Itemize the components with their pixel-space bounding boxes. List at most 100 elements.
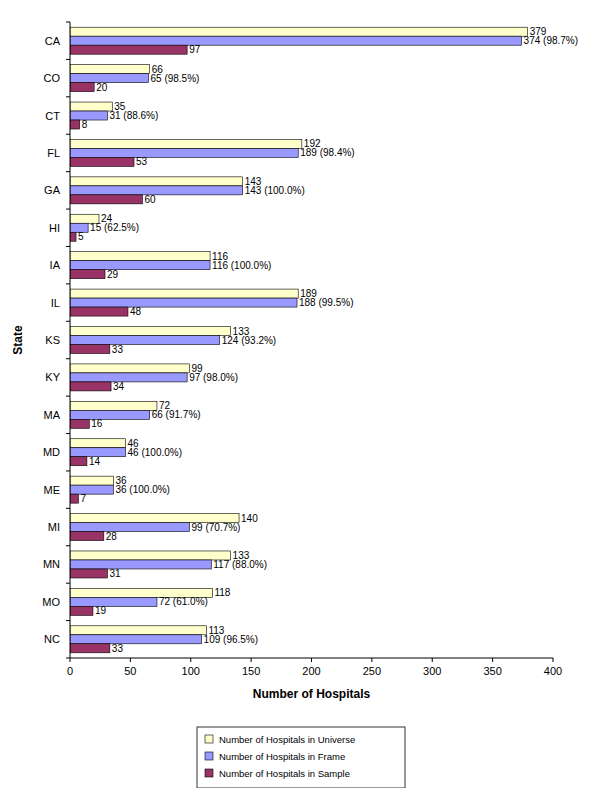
x-tick <box>371 658 372 662</box>
bar <box>70 457 87 466</box>
data-label: 65 (98.5%) <box>150 73 199 84</box>
category-label: MI <box>48 521 60 533</box>
bar <box>70 27 528 36</box>
bar <box>70 157 134 166</box>
bar <box>70 626 206 635</box>
y-tick <box>66 134 70 135</box>
data-label: 28 <box>106 531 118 542</box>
y-axis-title: State <box>11 325 25 355</box>
x-tick-label: 0 <box>67 665 73 677</box>
data-label: 109 (96.5%) <box>204 634 258 645</box>
bar <box>70 177 243 186</box>
y-tick <box>66 358 70 359</box>
x-tick-label: 150 <box>242 665 260 677</box>
category-label: MN <box>43 558 60 570</box>
bar <box>70 485 113 494</box>
data-label: 72 (61.0%) <box>159 596 208 607</box>
category-label: MO <box>42 596 60 608</box>
bar <box>70 364 190 373</box>
y-tick <box>66 545 70 546</box>
bar <box>70 83 94 92</box>
bar <box>70 232 76 241</box>
category-label: KY <box>45 371 60 383</box>
bar <box>70 298 297 307</box>
data-label: 66 (91.7%) <box>152 409 201 420</box>
y-tick <box>66 658 70 659</box>
category-label: IL <box>51 297 60 309</box>
data-label: 188 (99.5%) <box>299 297 353 308</box>
data-label: 8 <box>82 119 88 130</box>
data-label: 20 <box>96 82 108 93</box>
legend-label: Number of Hospitals in Sample <box>219 768 350 779</box>
bar <box>70 560 211 569</box>
x-axis-title: Number of Hospitals <box>253 687 371 701</box>
x-tick-label: 300 <box>423 665 441 677</box>
data-label: 97 (98.0%) <box>189 372 238 383</box>
data-label: 48 <box>130 306 142 317</box>
x-tick <box>553 658 554 662</box>
bar <box>70 476 113 485</box>
x-tick-label: 50 <box>124 665 136 677</box>
category-label: KS <box>45 334 60 346</box>
bar <box>70 195 142 204</box>
bar <box>70 45 187 54</box>
x-tick-label: 100 <box>182 665 200 677</box>
bar <box>70 532 104 541</box>
data-label: 46 (100.0%) <box>128 447 182 458</box>
bar <box>70 345 110 354</box>
bar <box>70 102 112 111</box>
bar <box>70 410 150 419</box>
data-label: 60 <box>144 194 156 205</box>
y-tick <box>66 22 70 23</box>
y-tick <box>66 508 70 509</box>
y-axis <box>70 22 71 658</box>
legend-label: Number of Hospitals in Frame <box>219 751 345 762</box>
y-tick <box>66 321 70 322</box>
category-label: CT <box>45 110 60 122</box>
bar <box>70 36 522 45</box>
y-tick <box>66 396 70 397</box>
bar <box>70 139 302 148</box>
bar <box>70 597 157 606</box>
data-label: 118 <box>214 587 230 598</box>
bar <box>70 111 107 120</box>
category-label: GA <box>44 184 61 196</box>
y-tick <box>66 583 70 584</box>
data-label: 33 <box>112 643 124 654</box>
data-label: 29 <box>107 269 119 280</box>
bar <box>70 261 210 270</box>
x-tick <box>311 658 312 662</box>
bar <box>70 401 157 410</box>
bar <box>70 419 89 428</box>
y-tick <box>66 59 70 60</box>
data-label: 116 (100.0%) <box>212 260 271 271</box>
bar <box>70 494 78 503</box>
bar <box>70 186 243 195</box>
bars <box>70 27 528 653</box>
data-label: 33 <box>112 344 124 355</box>
legend-swatch <box>205 752 213 760</box>
data-label: 31 (88.6%) <box>109 110 158 121</box>
data-label: 14 <box>89 456 101 467</box>
data-label: 140 <box>241 513 258 524</box>
category-label: HI <box>49 222 60 234</box>
data-label: 53 <box>136 156 148 167</box>
bar <box>70 551 231 560</box>
data-label: 189 (98.4%) <box>300 147 354 158</box>
bar <box>70 644 110 653</box>
bar <box>70 307 128 316</box>
category-label: MA <box>44 409 61 421</box>
data-label: 97 <box>189 44 201 55</box>
y-tick <box>66 620 70 621</box>
y-tick <box>66 209 70 210</box>
y-tick <box>66 96 70 97</box>
data-label: 143 (100.0%) <box>245 185 305 196</box>
data-label: 7 <box>80 493 86 504</box>
x-tick-label: 250 <box>363 665 381 677</box>
bar <box>70 270 105 279</box>
y-tick <box>66 171 70 172</box>
legend-swatch <box>205 769 213 777</box>
category-label: IA <box>50 259 61 271</box>
data-label: 36 (100.0%) <box>115 484 169 495</box>
legend-swatch <box>205 735 213 743</box>
